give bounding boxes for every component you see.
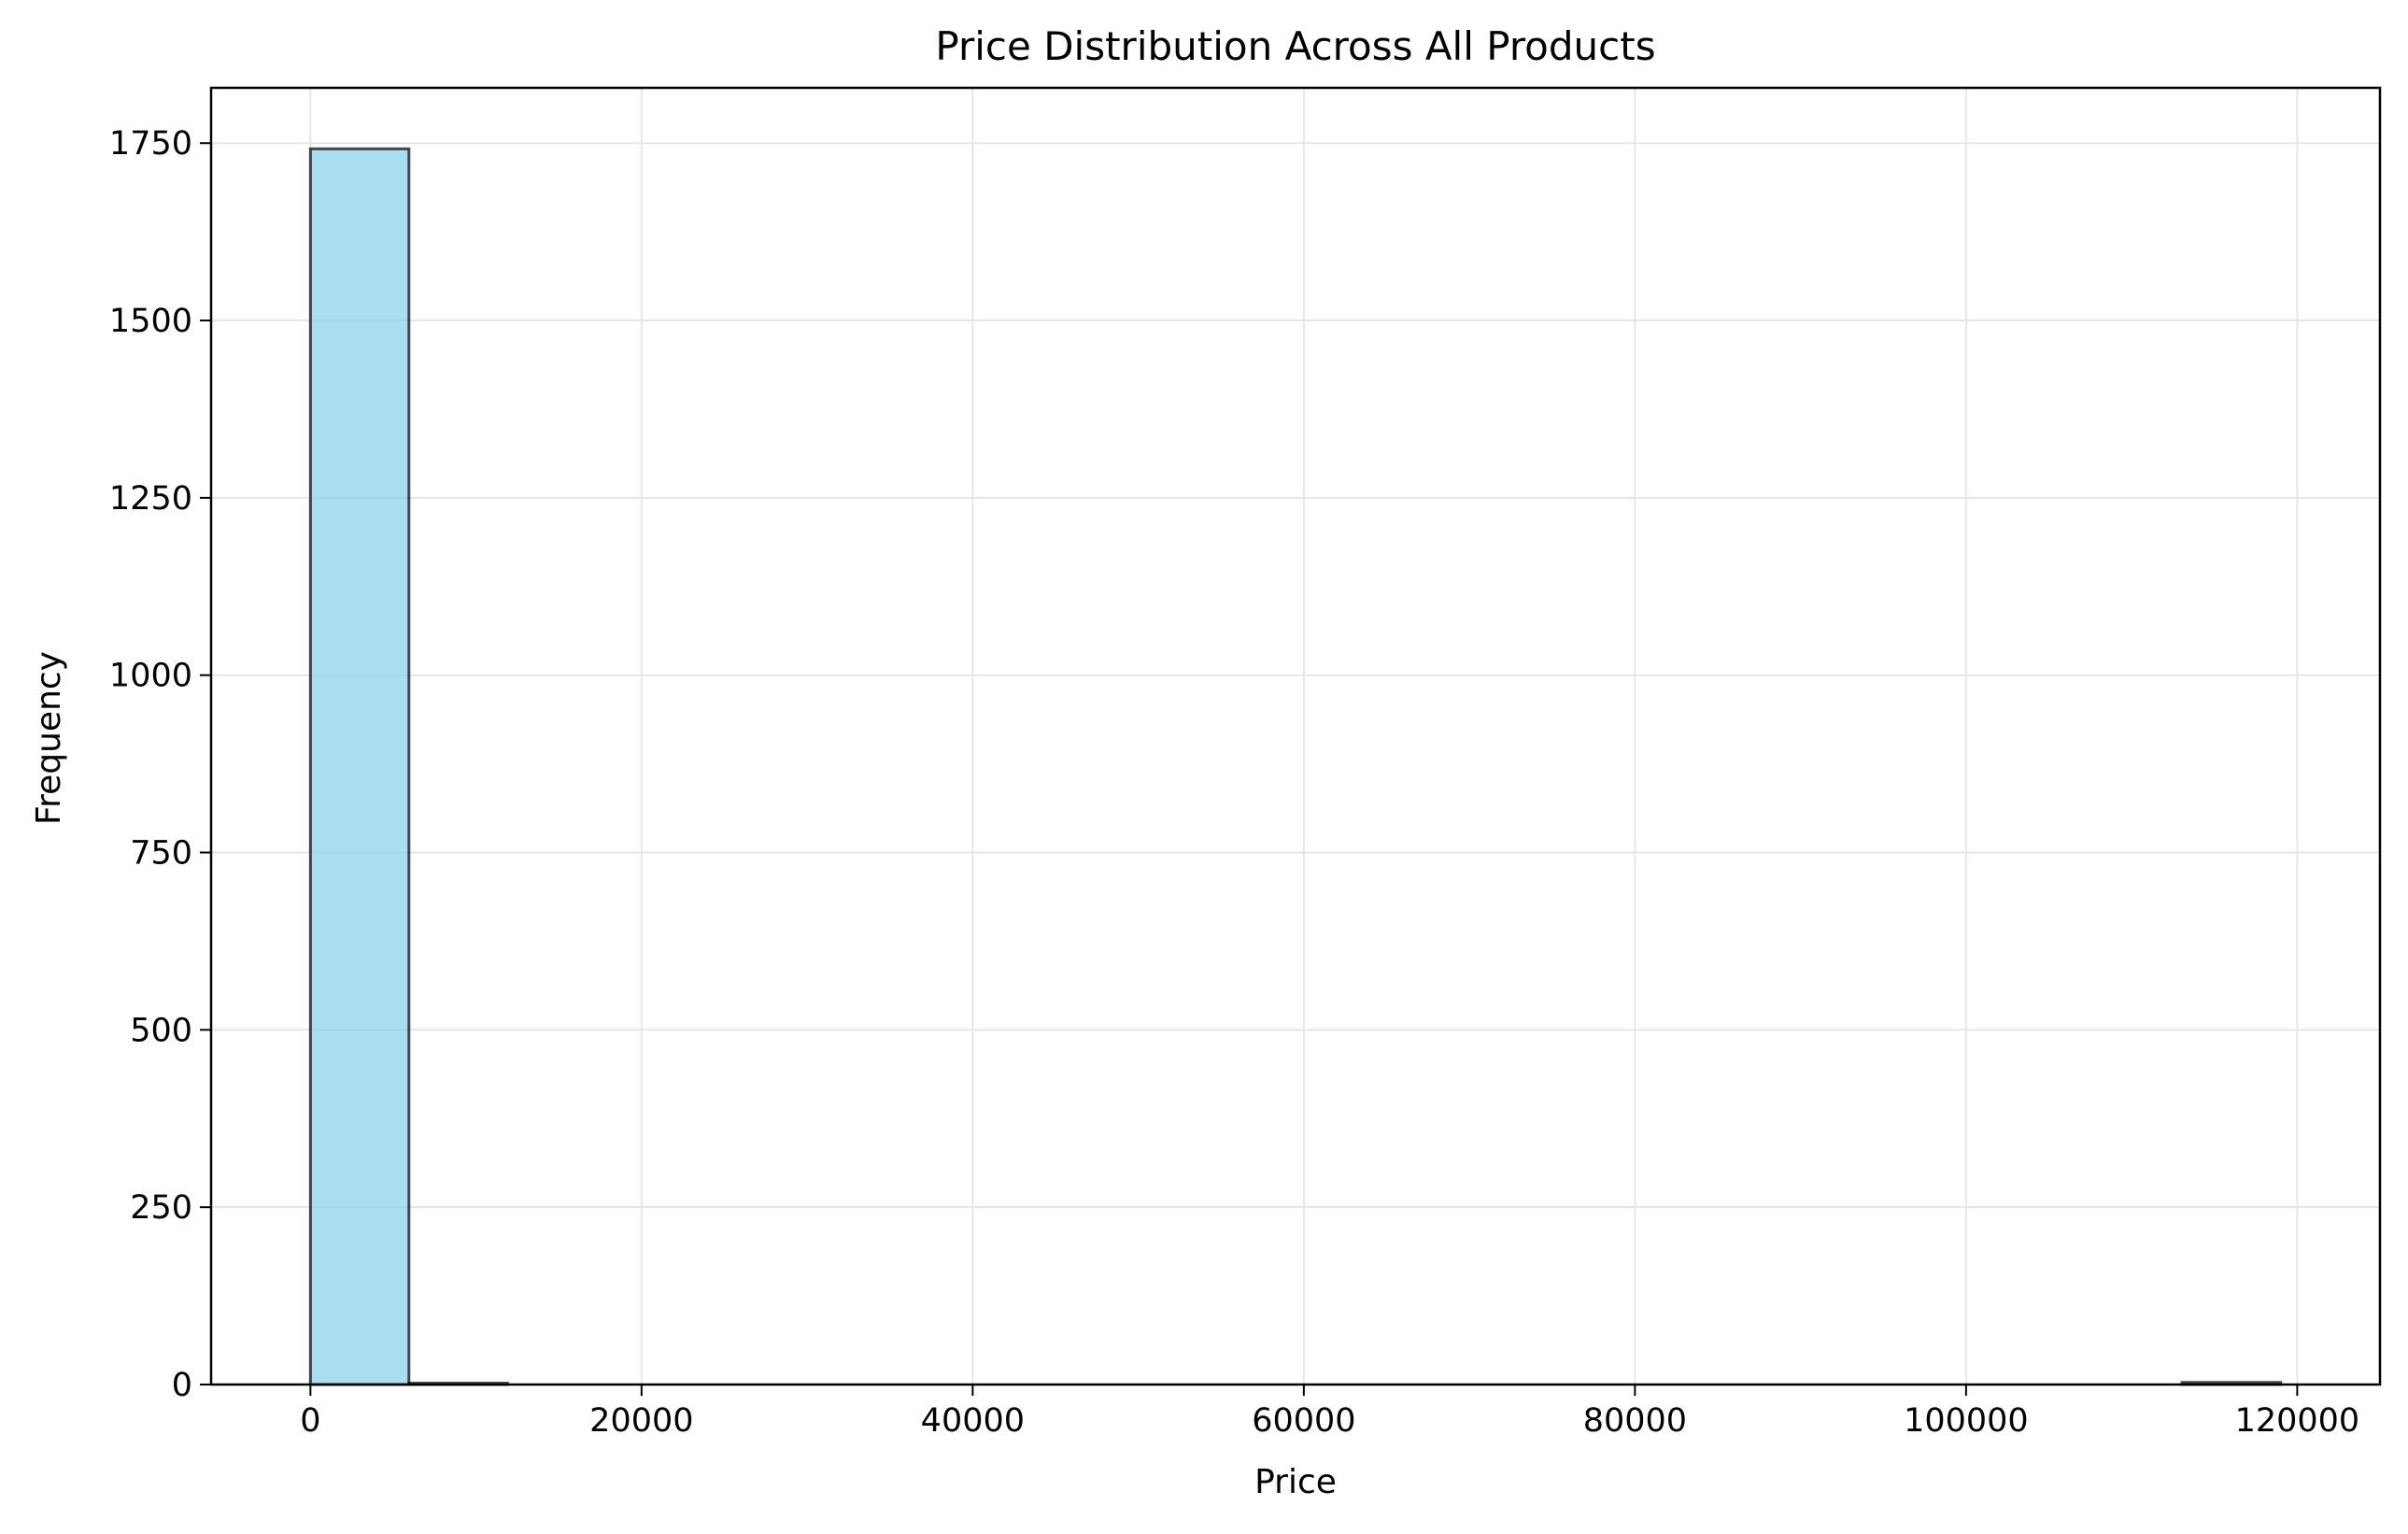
y-tick-label: 500 [130, 1012, 192, 1049]
chart-title: Price Distribution Across All Products [935, 23, 1655, 69]
x-tick-label: 0 [300, 1402, 320, 1440]
x-tick-label: 80000 [1583, 1402, 1687, 1440]
y-tick-label: 750 [130, 835, 192, 873]
y-tick-label: 250 [130, 1189, 192, 1227]
x-tick-label: 60000 [1252, 1402, 1355, 1440]
y-tick-label: 1000 [109, 658, 192, 695]
x-tick-label: 120000 [2235, 1402, 2360, 1440]
x-axis-label: Price [1254, 1463, 1337, 1501]
x-tick-label: 100000 [1904, 1402, 2029, 1440]
plot-frame [209, 86, 2382, 1386]
y-tick-label: 1500 [109, 303, 192, 340]
y-tick-label: 0 [172, 1367, 192, 1404]
histogram-bar [308, 147, 411, 1386]
y-axis-ticks: 0 250 500 750 1000 1250 1500 1750 [109, 125, 211, 1404]
y-tick-label: 1750 [109, 125, 192, 163]
x-tick-label: 20000 [589, 1402, 693, 1440]
y-axis-label: Frequency [30, 651, 68, 825]
y-tick-label: 1250 [109, 480, 192, 518]
x-tick-label: 40000 [921, 1402, 1025, 1440]
x-axis-ticks: 0 20000 40000 60000 80000 100000 120000 [300, 1385, 2359, 1440]
